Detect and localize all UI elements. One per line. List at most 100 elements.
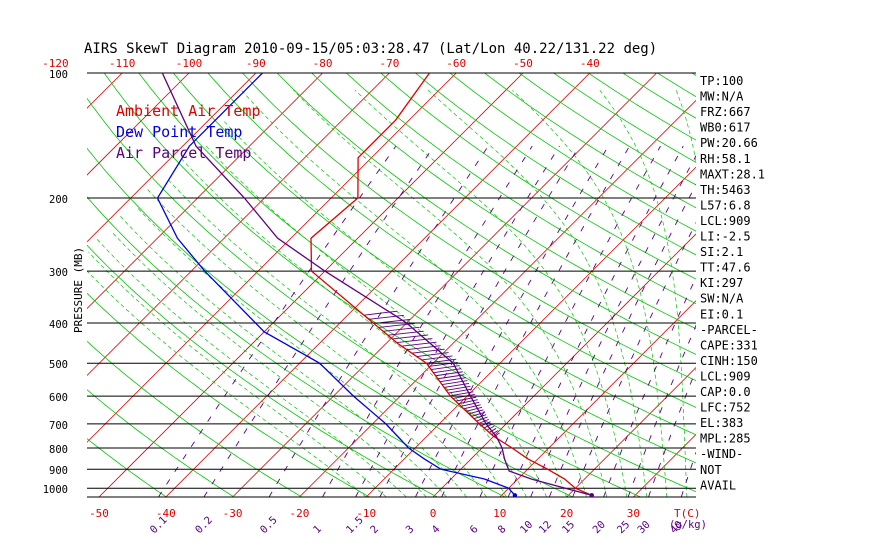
sounding-index: TT:47.6: [700, 261, 751, 275]
top-temp-tick: -110: [109, 57, 136, 70]
isotherm-line: [0, 73, 55, 497]
dry-adiabat-line: [173, 73, 696, 436]
isotherm-line: [432, 233, 696, 497]
sounding-index: MAXT:28.1: [700, 167, 765, 181]
isotherm-line: [767, 73, 870, 497]
cape-hatch-line: [450, 391, 474, 397]
dry-adiabat-line: [830, 73, 870, 497]
bottom-temp-tick: 20: [560, 507, 573, 520]
mixing-ratio-label: 2: [368, 523, 381, 536]
sounding-index: -PARCEL-: [700, 323, 758, 337]
pressure-tick-label: 400: [49, 319, 68, 331]
sounding-index: NOT: [700, 463, 722, 477]
isotherm-line: [365, 166, 696, 497]
moist-adiabat-line: [136, 206, 467, 497]
sounding-index: LFC:752: [700, 401, 751, 415]
isotherm-line: [165, 73, 591, 497]
pressure-tick-label: 800: [49, 444, 68, 456]
mixing-ratio-label: 0.2: [193, 514, 215, 536]
surface-point: [589, 493, 594, 497]
mixing-ratio-label: 25: [615, 519, 632, 536]
sounding-index: TP:100: [700, 74, 743, 88]
sounding-index: PW:20.66: [700, 136, 758, 150]
sounding-index: EL:383: [700, 416, 743, 430]
cape-hatch-line: [416, 352, 449, 358]
moist-adiabat-line: [512, 89, 668, 497]
isotherm-line: [499, 300, 696, 497]
mixing-ratio-label: 6: [468, 523, 481, 536]
pressure-tick-label: 700: [49, 420, 68, 432]
top-temp-tick: -40: [580, 57, 600, 70]
mixing-ratio-line: [355, 145, 560, 497]
moist-adiabat-line: [146, 188, 487, 497]
top-temp-tick: -80: [313, 57, 333, 70]
moist-adiabat-line: [110, 230, 427, 497]
bottom-temp-tick: -20: [289, 507, 309, 520]
top-temp-tick: -50: [513, 57, 533, 70]
mixing-ratio-unit: (g/kg): [669, 519, 707, 531]
sounding-index: MW:N/A: [700, 90, 744, 104]
sounding-index: WB0:617: [700, 121, 751, 135]
legend-entry: Ambient Air Temp: [116, 102, 261, 120]
mixing-ratio-line: [203, 145, 435, 497]
cape-hatch-line: [476, 416, 488, 422]
cape-hatch-line: [478, 418, 489, 424]
cape-hatch-line: [448, 388, 472, 394]
pressure-tick-label: 1000: [43, 484, 68, 496]
dry-adiabat-line: [415, 73, 696, 256]
cape-hatch-line: [463, 404, 481, 410]
isotherm-line: [87, 73, 257, 243]
dry-adiabat-line: [87, 438, 167, 497]
cape-hatch-line: [491, 430, 499, 436]
mixing-ratio-line: [268, 145, 489, 497]
legend-entry: Dew Point Temp: [116, 123, 242, 141]
cape-hatch-line: [458, 399, 478, 405]
cape-hatch-line: [401, 341, 437, 347]
dry-adiabat-line: [276, 73, 696, 355]
dry-adiabat-line: [796, 73, 870, 497]
moist-adiabat-line: [95, 237, 407, 497]
dry-adiabat-line: [518, 73, 696, 186]
dry-adiabat-line: [242, 73, 696, 382]
bottom-temp-unit: T(C): [674, 507, 701, 520]
cape-hatch-line: [455, 396, 477, 402]
mixing-ratio-label: 8: [496, 523, 509, 536]
sounding-index: SW:N/A: [700, 292, 744, 306]
cape-hatch-line: [486, 425, 495, 431]
mixing-ratio-line: [441, 145, 630, 497]
moist-adiabat-line: [354, 89, 628, 497]
dry-adiabat-line: [380, 73, 696, 280]
cape-hatch-line: [368, 314, 404, 320]
dry-adiabat-line: [761, 73, 870, 497]
profile-line: [310, 73, 592, 496]
moist-adiabat-line: [87, 270, 367, 497]
isotherm-line: [87, 73, 457, 443]
mixing-ratio-label: 3: [404, 523, 417, 536]
bottom-temp-tick: -50: [89, 507, 109, 520]
cape-hatch-line: [406, 345, 441, 351]
sounding-index: SI:2.1: [700, 245, 743, 259]
isotherm-line: [834, 73, 870, 497]
mixing-ratio-label: 12: [537, 519, 554, 536]
cape-hatch-line: [421, 355, 453, 361]
cape-hatch-line: [460, 401, 480, 407]
mixing-ratio-label: 15: [560, 519, 577, 536]
mixing-ratio-line: [379, 145, 580, 497]
top-temp-tick: -120: [42, 57, 69, 70]
sounding-index: FRZ:667: [700, 105, 751, 119]
dry-adiabat-line: [87, 292, 370, 497]
sounding-index: L57:6.8: [700, 198, 751, 212]
bottom-temp-tick: -40: [156, 507, 176, 520]
dry-adiabat-line: [87, 244, 438, 497]
moist-adiabat-line: [427, 89, 648, 497]
mixing-ratio-label: 1: [311, 523, 324, 536]
dry-adiabat-line: [87, 389, 235, 497]
moist-adiabat-line: [222, 120, 567, 497]
moist-adiabat-line: [119, 214, 447, 497]
sounding-index: KI:297: [700, 276, 743, 290]
isotherm-line: [87, 73, 390, 376]
sounding-index: RH:58.1: [700, 152, 751, 166]
isotherm-line: [87, 73, 190, 176]
